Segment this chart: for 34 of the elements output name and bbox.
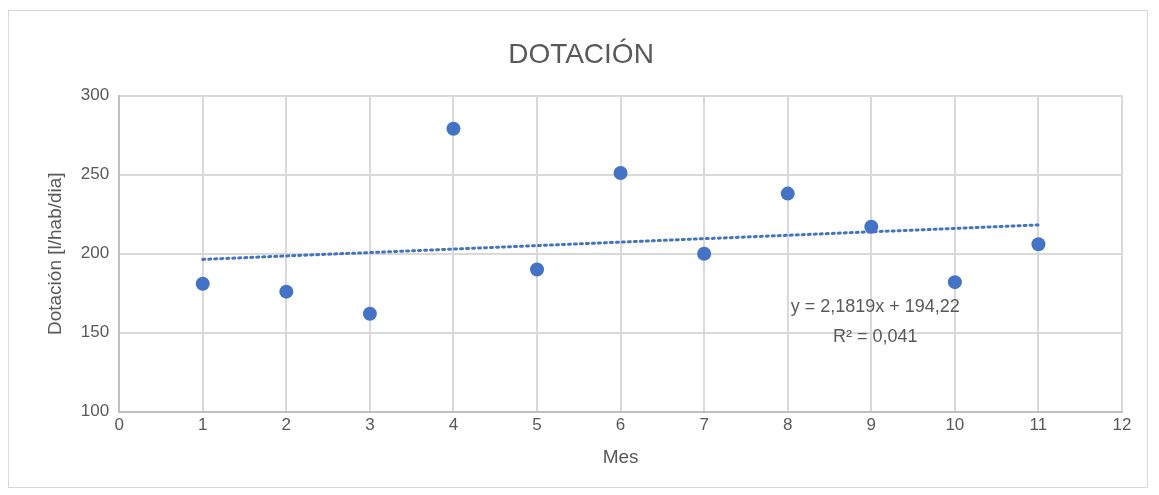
x-tick-label: 9 bbox=[866, 414, 877, 434]
y-axis-title: Dotación [l/hab/dia] bbox=[43, 172, 65, 336]
point bbox=[697, 246, 712, 261]
point bbox=[947, 275, 962, 290]
point bbox=[530, 262, 545, 277]
x-tick-label: 2 bbox=[281, 414, 292, 434]
annotation: R² = 0,041 bbox=[833, 326, 918, 347]
x-tick-label: 5 bbox=[532, 414, 542, 434]
point bbox=[1031, 237, 1046, 252]
point bbox=[446, 121, 461, 136]
x-tick-label: 7 bbox=[699, 414, 709, 434]
x-tick-label: 3 bbox=[365, 414, 375, 434]
point bbox=[195, 276, 210, 291]
y-tick-label: 300 bbox=[80, 85, 110, 105]
point bbox=[279, 284, 294, 299]
y-tick-label: 100 bbox=[80, 401, 110, 421]
annotation: y = 2,1819x + 194,22 bbox=[790, 296, 960, 317]
point bbox=[780, 186, 795, 201]
y-tick-label: 250 bbox=[80, 164, 110, 184]
x-tick-label: 12 bbox=[1112, 414, 1132, 434]
x-axis-title: Mes bbox=[602, 445, 639, 467]
x-tick-label: 8 bbox=[782, 414, 793, 434]
x-tick-label: 10 bbox=[945, 414, 965, 434]
point bbox=[864, 219, 879, 234]
x-tick-label: 0 bbox=[114, 414, 124, 434]
x-tick-label: 1 bbox=[198, 414, 208, 434]
x-tick-label: 6 bbox=[615, 414, 626, 434]
x-tick-label: 11 bbox=[1029, 414, 1048, 434]
y-tick-label: 200 bbox=[80, 243, 110, 263]
point bbox=[362, 306, 377, 321]
y-tick-label: 150 bbox=[80, 322, 110, 342]
chart-title: DOTACIÓN bbox=[508, 37, 654, 69]
point bbox=[613, 166, 628, 181]
x-tick-label: 4 bbox=[448, 414, 459, 434]
